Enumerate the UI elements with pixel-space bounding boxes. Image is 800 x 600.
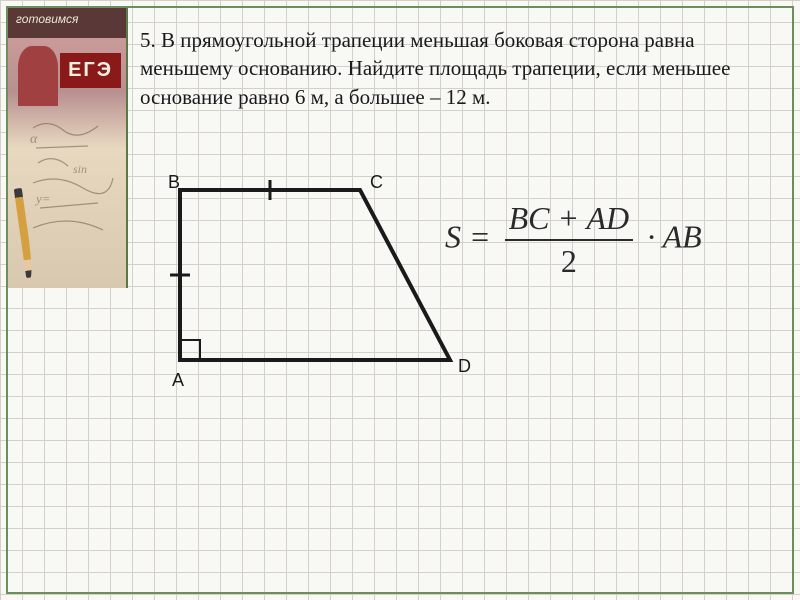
num-left: BC: [509, 200, 550, 236]
formula-fraction: BC + AD 2: [505, 200, 634, 280]
formula-rhs: AB: [663, 218, 702, 254]
area-formula: S = BC + AD 2 · AB: [445, 200, 702, 280]
fraction-numerator: BC + AD: [505, 200, 634, 241]
svg-text:sin: sin: [73, 162, 87, 176]
person-figure: [18, 46, 58, 106]
ege-badge: ЕГЭ: [60, 53, 121, 88]
problem-text: 5. В прямоугольной трапеции меньшая боко…: [140, 26, 780, 111]
svg-text:y=: y=: [34, 191, 51, 206]
svg-text:α: α: [30, 132, 38, 147]
formula-lhs: S: [445, 218, 461, 254]
fraction-denominator: 2: [505, 241, 634, 280]
sidebar-header: готовимся: [8, 8, 126, 38]
equals-1: =: [469, 218, 499, 254]
sidebar-panel: готовимся ЕГЭ α sin y=: [8, 8, 128, 288]
content-area: 5. В прямоугольной трапеции меньшая боко…: [140, 26, 780, 111]
problem-number: 5.: [140, 28, 156, 52]
math-scribbles: α sin y=: [28, 118, 118, 258]
problem-body: В прямоугольной трапеции меньшая боковая…: [140, 28, 730, 109]
plus: +: [557, 200, 586, 236]
num-right: AD: [587, 200, 630, 236]
cdot: ·: [647, 218, 662, 254]
